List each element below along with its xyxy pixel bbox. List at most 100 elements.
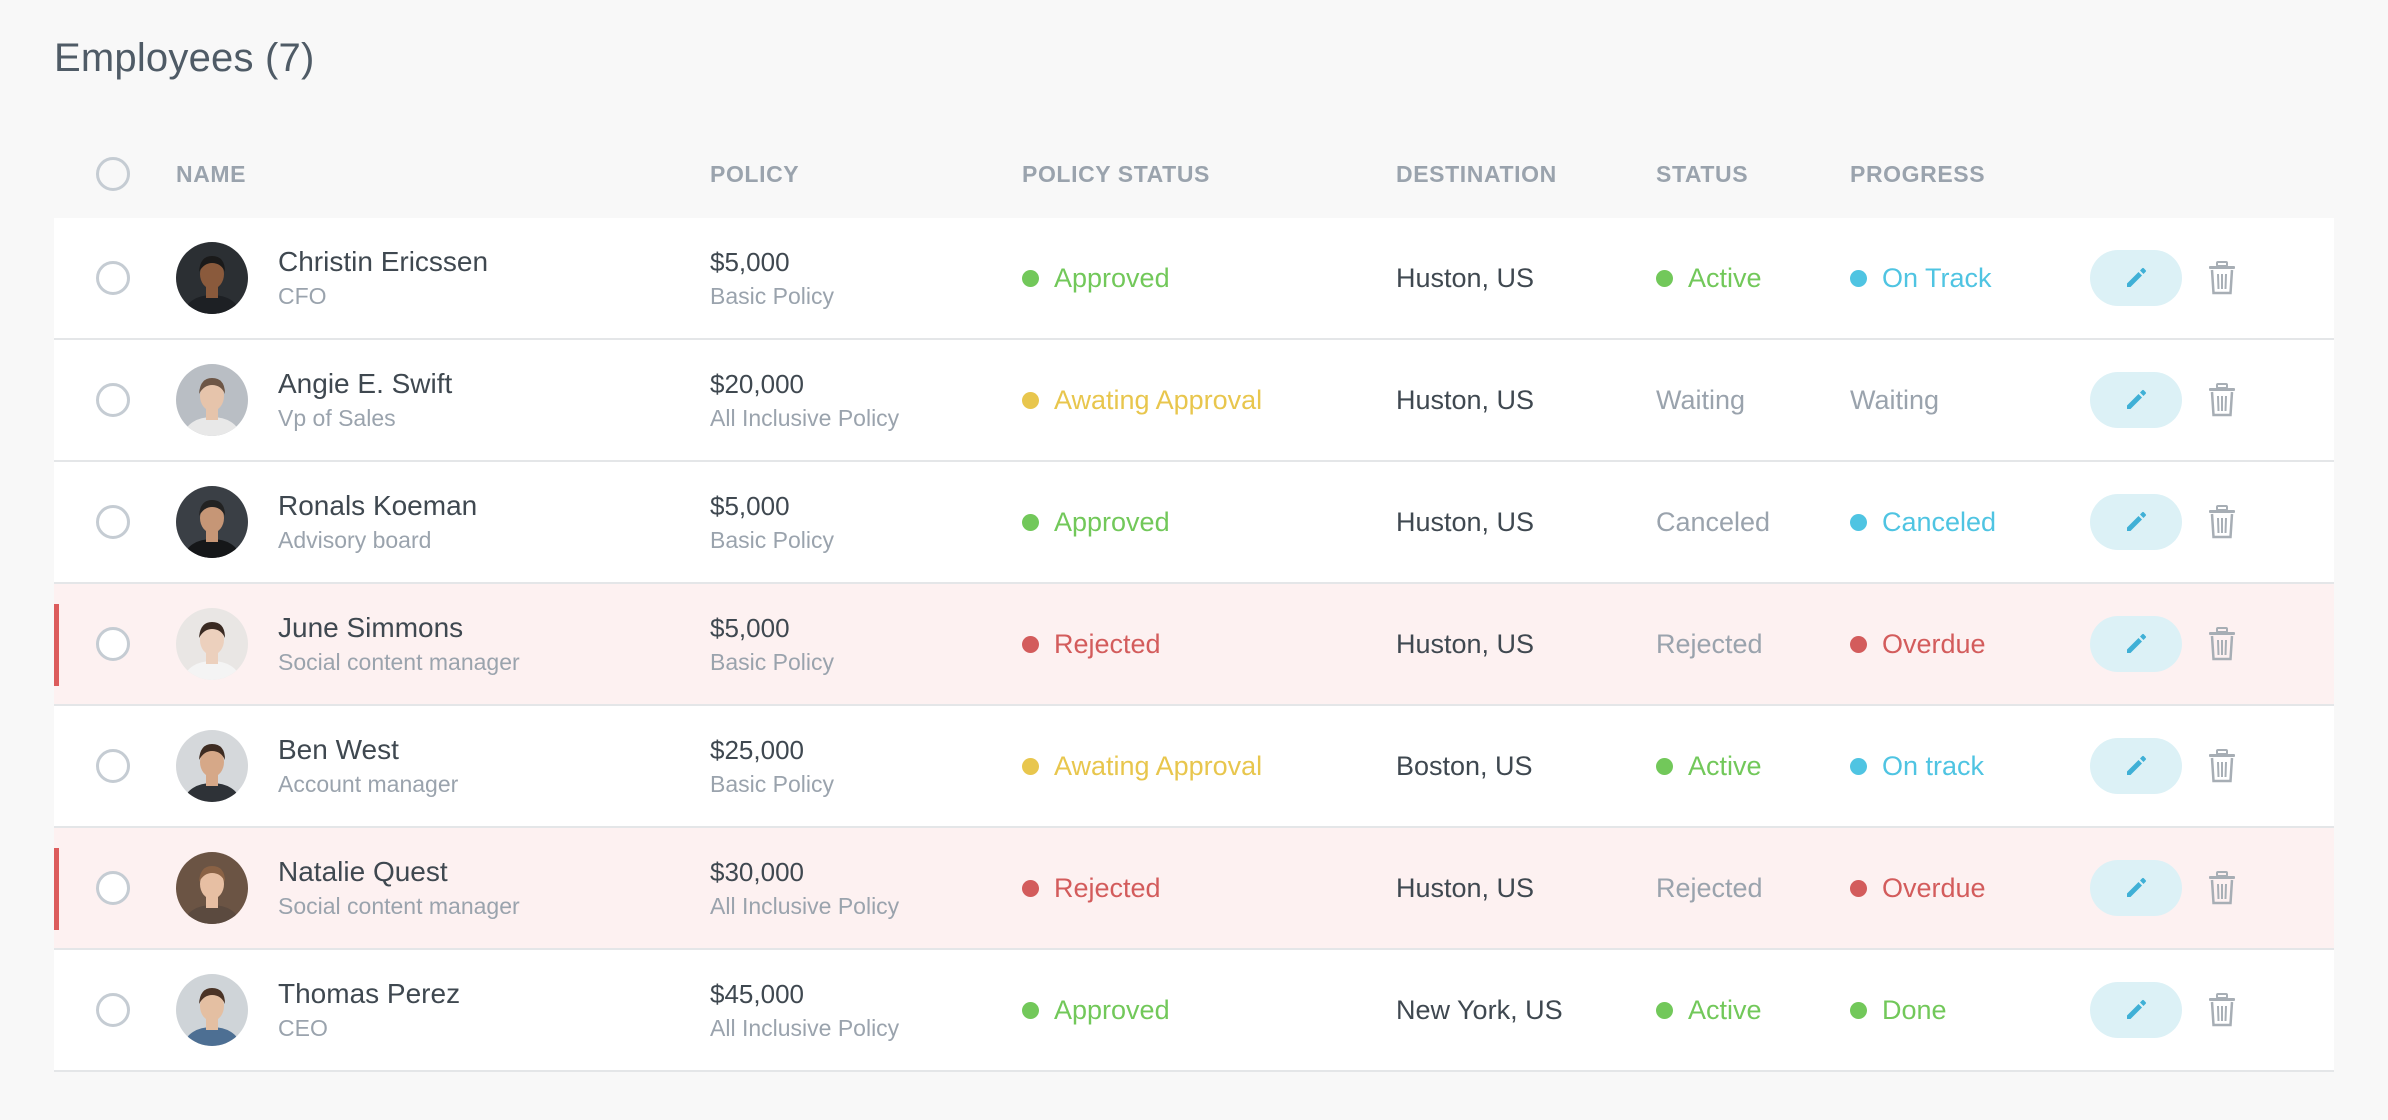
table-body: Christin Ericssen CFO $5,000 Basic Polic… [54,218,2334,1072]
delete-button[interactable] [2204,989,2240,1031]
table-row-2[interactable]: Angie E. Swift Vp of Sales $20,000 All I… [54,340,2334,462]
delete-button[interactable] [2204,257,2240,299]
edit-button[interactable] [2090,494,2182,550]
destination: Boston, US [1396,750,1533,781]
pencil-icon [2127,389,2147,409]
edit-button[interactable] [2090,250,2182,306]
employee-role: CEO [278,1015,328,1041]
policy-status-dot-icon [1022,879,1039,897]
row-select-radio[interactable] [96,871,130,905]
employee-role: CFO [278,283,327,309]
policy-status-dot-icon [1022,269,1039,287]
table-row-6[interactable]: Natalie Quest Social content manager $30… [54,828,2334,950]
column-header-name[interactable]: NAME [176,160,247,187]
policy-status-dot-icon [1022,391,1039,409]
status: Active [1688,750,1762,781]
employee-name: Christin Ericssen [278,246,489,277]
delete-button[interactable] [2204,501,2240,543]
policy-amount: $5,000 [710,247,790,277]
status: Canceled [1656,506,1771,537]
select-all-radio[interactable] [96,157,130,191]
employee-name: Ronals Koeman [278,490,478,521]
avatar [176,974,248,1046]
policy-status-dot-icon [1022,635,1039,653]
employee-name: Natalie Quest [278,856,448,887]
status: Rejected [1656,628,1763,659]
avatar [176,242,248,314]
employees-table: NAME POLICY POLICY STATUS DESTINATION ST… [54,130,2334,1072]
column-header-destination[interactable]: DESTINATION [1396,160,1557,187]
delete-button[interactable] [2204,867,2240,909]
row-select-radio[interactable] [96,627,130,661]
avatar [176,852,248,924]
progress-dot-icon [1850,879,1867,897]
table-row-4[interactable]: June Simmons Social content manager $5,0… [54,584,2334,706]
progress: Canceled [1882,506,1997,537]
policy-amount: $5,000 [710,613,790,643]
delete-button[interactable] [2204,745,2240,787]
policy-status-dot-icon [1022,1001,1039,1019]
table-row-3[interactable]: Ronals Koeman Advisory board $5,000 Basi… [54,462,2334,584]
avatar [176,364,248,436]
status: Rejected [1656,872,1763,903]
destination: Huston, US [1396,262,1535,293]
edit-button[interactable] [2090,372,2182,428]
progress-dot-icon [1850,757,1867,775]
employee-role: Social content manager [278,649,520,675]
status-dot-icon [1656,1001,1673,1019]
row-select-radio[interactable] [96,383,130,417]
trash-icon [2209,627,2235,661]
table-row-5[interactable]: Ben West Account manager $25,000 Basic P… [54,706,2334,828]
edit-button[interactable] [2090,860,2182,916]
row-select-radio[interactable] [96,993,130,1027]
policy-status-dot-icon [1022,757,1039,775]
column-header-policy[interactable]: POLICY [710,160,800,187]
employee-name: June Simmons [278,612,464,643]
trash-icon [2209,383,2235,417]
policy-amount: $25,000 [710,735,804,765]
avatar [176,486,248,558]
row-select-radio[interactable] [96,261,130,295]
policy-status: Rejected [1054,872,1161,903]
column-header-policy-status[interactable]: POLICY STATUS [1022,160,1210,187]
table-row-7[interactable]: Thomas Perez CEO $45,000 All Inclusive P… [54,950,2334,1072]
policy-status: Awating Approval [1054,750,1263,781]
progress-dot-icon [1850,513,1867,531]
column-header-status[interactable]: STATUS [1656,160,1749,187]
delete-button[interactable] [2204,379,2240,421]
edit-button[interactable] [2090,616,2182,672]
policy-type: Basic Policy [710,527,834,553]
policy-type: All Inclusive Policy [710,1015,900,1041]
policy-amount: $20,000 [710,369,804,399]
policy-status: Approved [1054,262,1170,293]
edit-button[interactable] [2090,738,2182,794]
table-row-1[interactable]: Christin Ericssen CFO $5,000 Basic Polic… [54,218,2334,340]
pencil-icon [2127,511,2147,531]
row-select-radio[interactable] [96,505,130,539]
status: Waiting [1656,384,1746,415]
progress-dot-icon [1850,269,1867,287]
progress: On track [1882,750,1985,781]
avatar [176,730,248,802]
employee-role: Advisory board [278,527,432,553]
employee-name: Ben West [278,734,399,765]
progress: Overdue [1882,872,1986,903]
status: Active [1688,994,1762,1025]
progress: Waiting [1850,384,1940,415]
delete-button[interactable] [2204,623,2240,665]
policy-status: Rejected [1054,628,1161,659]
policy-amount: $5,000 [710,491,790,521]
policy-amount: $45,000 [710,979,804,1009]
avatar [176,608,248,680]
employee-role: Account manager [278,771,459,797]
pencil-icon [2127,267,2147,287]
policy-amount: $30,000 [710,857,804,887]
status-dot-icon [1656,757,1673,775]
column-header-progress[interactable]: PROGRESS [1850,160,1986,187]
pencil-icon [2127,877,2147,897]
policy-status: Approved [1054,506,1170,537]
edit-button[interactable] [2090,982,2182,1038]
employee-name: Thomas Perez [278,978,461,1009]
row-select-radio[interactable] [96,749,130,783]
employee-role: Social content manager [278,893,520,919]
